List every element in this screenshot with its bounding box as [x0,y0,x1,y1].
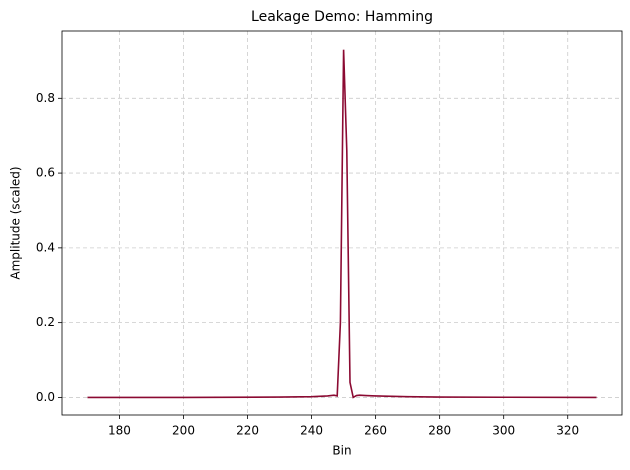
y-tick-label: 0.6 [36,166,55,180]
y-axis-label: Amplitude (scaled) [9,166,23,279]
line-series [87,49,597,399]
chart-title: Leakage Demo: Hamming [251,9,433,25]
x-tick-label: 180 [108,424,131,438]
x-tick-label: 320 [556,424,579,438]
y-tick-label: 0.4 [36,240,55,254]
x-tick-label: 260 [364,424,387,438]
x-tick-label: 200 [172,424,195,438]
x-tick-label: 280 [428,424,451,438]
x-tick-label: 220 [236,424,259,438]
plot-frame [61,30,623,416]
x-axis-label: Bin [332,444,351,458]
x-tick-label: 240 [300,424,323,438]
y-tick-label: 0.0 [36,390,55,404]
y-tick-label: 0.2 [36,315,55,329]
x-tick-label: 300 [492,424,515,438]
y-tick-label: 0.8 [36,91,55,105]
